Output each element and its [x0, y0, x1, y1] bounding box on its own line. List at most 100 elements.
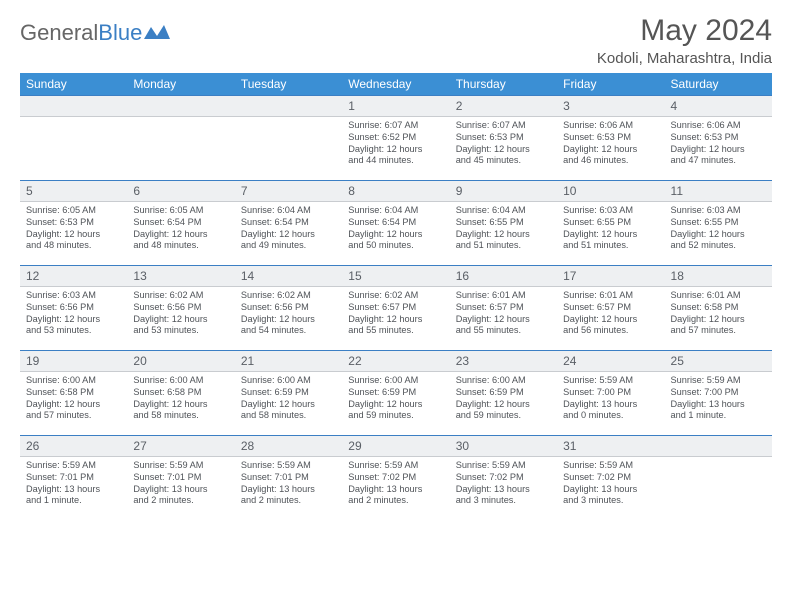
day-number: 21 — [235, 351, 342, 371]
day-info-line: Sunrise: 5:59 AM — [563, 375, 658, 387]
day-number-cell: 5 — [20, 181, 127, 202]
day-info-line: Sunrise: 6:05 AM — [133, 205, 228, 217]
day-number-cell: 29 — [342, 436, 449, 457]
day-content-cell: Sunrise: 6:03 AMSunset: 6:55 PMDaylight:… — [665, 202, 772, 266]
day-number-cell: 7 — [235, 181, 342, 202]
day-content-cell: Sunrise: 5:59 AMSunset: 7:00 PMDaylight:… — [665, 372, 772, 436]
day-info-line: Daylight: 13 hours — [133, 484, 228, 496]
day-info-line: and 50 minutes. — [348, 240, 443, 252]
day-content-cell: Sunrise: 6:03 AMSunset: 6:56 PMDaylight:… — [20, 287, 127, 351]
day-content-cell: Sunrise: 6:02 AMSunset: 6:57 PMDaylight:… — [342, 287, 449, 351]
day-info-line: Sunrise: 6:02 AM — [348, 290, 443, 302]
day-content-row: Sunrise: 6:05 AMSunset: 6:53 PMDaylight:… — [20, 202, 772, 266]
day-content-cell: Sunrise: 6:04 AMSunset: 6:55 PMDaylight:… — [450, 202, 557, 266]
day-number-cell: 17 — [557, 266, 664, 287]
day-number: 30 — [450, 436, 557, 456]
day-content-cell: Sunrise: 6:00 AMSunset: 6:59 PMDaylight:… — [342, 372, 449, 436]
day-number-cell: 21 — [235, 351, 342, 372]
day-number-row: 567891011 — [20, 181, 772, 202]
day-number: 27 — [127, 436, 234, 456]
day-info-line: Sunset: 6:56 PM — [133, 302, 228, 314]
day-number-row: 12131415161718 — [20, 266, 772, 287]
day-content-cell: Sunrise: 6:01 AMSunset: 6:57 PMDaylight:… — [450, 287, 557, 351]
day-number-cell: 10 — [557, 181, 664, 202]
day-number: 12 — [20, 266, 127, 286]
day-content-cell: Sunrise: 6:05 AMSunset: 6:54 PMDaylight:… — [127, 202, 234, 266]
day-number: 2 — [450, 96, 557, 116]
day-header: Tuesday — [235, 73, 342, 96]
day-number-cell: 15 — [342, 266, 449, 287]
day-number: 10 — [557, 181, 664, 201]
day-info-line: and 58 minutes. — [241, 410, 336, 422]
day-number: 22 — [342, 351, 449, 371]
day-info-line: Sunset: 6:55 PM — [671, 217, 766, 229]
day-info-line: Sunrise: 5:59 AM — [26, 460, 121, 472]
day-info-line: and 45 minutes. — [456, 155, 551, 167]
day-info-line: Sunrise: 6:05 AM — [26, 205, 121, 217]
day-info-line: Sunset: 6:53 PM — [671, 132, 766, 144]
day-number — [127, 96, 234, 114]
day-content-cell: Sunrise: 6:07 AMSunset: 6:53 PMDaylight:… — [450, 117, 557, 181]
day-number — [20, 96, 127, 114]
day-info-line: Sunset: 7:00 PM — [563, 387, 658, 399]
day-number: 7 — [235, 181, 342, 201]
day-number-cell: 20 — [127, 351, 234, 372]
day-info-line: and 0 minutes. — [563, 410, 658, 422]
day-content-cell: Sunrise: 5:59 AMSunset: 7:02 PMDaylight:… — [450, 457, 557, 521]
day-info-line: and 44 minutes. — [348, 155, 443, 167]
day-number-cell: 30 — [450, 436, 557, 457]
day-content-cell: Sunrise: 5:59 AMSunset: 7:01 PMDaylight:… — [20, 457, 127, 521]
day-header: Saturday — [665, 73, 772, 96]
month-title: May 2024 — [597, 14, 772, 48]
day-number: 13 — [127, 266, 234, 286]
day-info-line: Sunset: 6:57 PM — [563, 302, 658, 314]
day-info-line: Sunrise: 6:07 AM — [456, 120, 551, 132]
day-number: 23 — [450, 351, 557, 371]
day-info-line: Sunset: 6:53 PM — [456, 132, 551, 144]
day-info-line: Daylight: 13 hours — [348, 484, 443, 496]
day-info-line: and 52 minutes. — [671, 240, 766, 252]
day-content-cell: Sunrise: 6:06 AMSunset: 6:53 PMDaylight:… — [665, 117, 772, 181]
day-number — [235, 96, 342, 114]
day-number-cell: 16 — [450, 266, 557, 287]
day-info-line: Sunrise: 6:01 AM — [563, 290, 658, 302]
day-info-line: Daylight: 12 hours — [671, 229, 766, 241]
day-info-line: and 55 minutes. — [456, 325, 551, 337]
day-info-line: Daylight: 12 hours — [133, 229, 228, 241]
day-number-cell: 6 — [127, 181, 234, 202]
day-number: 9 — [450, 181, 557, 201]
day-info-line: Sunset: 6:58 PM — [26, 387, 121, 399]
day-info-line: Daylight: 12 hours — [241, 399, 336, 411]
day-info-line: and 47 minutes. — [671, 155, 766, 167]
day-info-line: Sunset: 6:56 PM — [26, 302, 121, 314]
day-info-line: Daylight: 13 hours — [456, 484, 551, 496]
day-info-line: Sunset: 7:01 PM — [26, 472, 121, 484]
day-info-line: Sunrise: 6:01 AM — [456, 290, 551, 302]
day-info-line: Sunrise: 6:01 AM — [671, 290, 766, 302]
day-number-cell — [235, 96, 342, 117]
day-content-row: Sunrise: 5:59 AMSunset: 7:01 PMDaylight:… — [20, 457, 772, 521]
day-info-line: Sunrise: 5:59 AM — [456, 460, 551, 472]
day-number: 17 — [557, 266, 664, 286]
calendar-table: Sunday Monday Tuesday Wednesday Thursday… — [20, 73, 772, 521]
day-content-cell — [235, 117, 342, 181]
day-number-cell: 4 — [665, 96, 772, 117]
day-header: Wednesday — [342, 73, 449, 96]
day-info-line: Daylight: 12 hours — [671, 314, 766, 326]
day-info-line: Sunrise: 6:06 AM — [563, 120, 658, 132]
day-info-line: Sunset: 6:55 PM — [563, 217, 658, 229]
day-content-row: Sunrise: 6:07 AMSunset: 6:52 PMDaylight:… — [20, 117, 772, 181]
day-content-cell: Sunrise: 6:03 AMSunset: 6:55 PMDaylight:… — [557, 202, 664, 266]
day-info-line: and 59 minutes. — [348, 410, 443, 422]
logo: GeneralBlue — [20, 14, 170, 46]
day-header: Sunday — [20, 73, 127, 96]
day-info-line: Daylight: 12 hours — [563, 314, 658, 326]
day-info-line: Daylight: 12 hours — [26, 314, 121, 326]
day-content-cell — [665, 457, 772, 521]
day-info-line: Daylight: 12 hours — [563, 229, 658, 241]
day-info-line: and 49 minutes. — [241, 240, 336, 252]
day-number: 28 — [235, 436, 342, 456]
day-info-line: and 1 minute. — [26, 495, 121, 507]
day-info-line: Sunset: 7:01 PM — [133, 472, 228, 484]
day-info-line: and 54 minutes. — [241, 325, 336, 337]
